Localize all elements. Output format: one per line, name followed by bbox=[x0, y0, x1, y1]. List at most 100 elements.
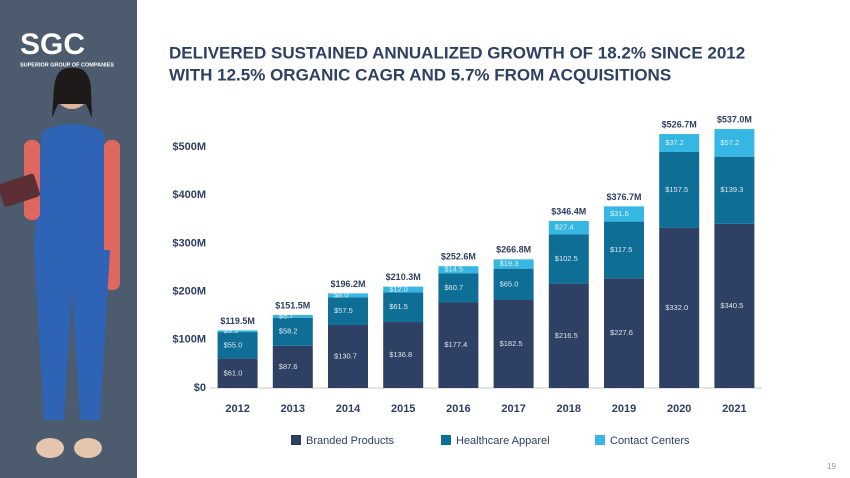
segment-label: $332.0 bbox=[665, 303, 688, 312]
bar-segment bbox=[604, 278, 644, 388]
bar-segment bbox=[604, 206, 644, 222]
segment-label: $340.5 bbox=[720, 301, 743, 310]
segment-label: $27.4 bbox=[555, 223, 574, 232]
segment-label: $14.5 bbox=[444, 265, 463, 274]
bar-segment bbox=[493, 300, 534, 388]
logo-subtitle: SUPERIOR GROUP OF COMPANIES bbox=[20, 62, 114, 68]
legend-label: Contact Centers bbox=[610, 435, 690, 447]
segment-label: $65.0 bbox=[500, 279, 519, 288]
y-tick-label: $200M bbox=[172, 285, 206, 297]
bar-segment bbox=[659, 151, 700, 228]
segment-label: $136.8 bbox=[389, 350, 412, 359]
bar-segment bbox=[217, 332, 258, 359]
legend-swatch bbox=[595, 435, 605, 445]
bar-segment bbox=[438, 302, 479, 388]
segment-label: $130.7 bbox=[334, 351, 357, 360]
y-tick-label: $500M bbox=[172, 141, 206, 153]
total-label: $526.7M bbox=[662, 119, 697, 129]
total-label: $266.8M bbox=[496, 245, 531, 255]
x-tick-label: 2012 bbox=[225, 403, 249, 415]
bar-segment bbox=[217, 330, 258, 333]
legend-swatch bbox=[441, 435, 451, 445]
segment-label: $87.6 bbox=[279, 362, 298, 371]
segment-label: $177.4 bbox=[444, 340, 467, 349]
y-tick-label: $300M bbox=[172, 237, 206, 249]
legend-label: Healthcare Apparel bbox=[456, 435, 550, 447]
segment-label: $37.2 bbox=[665, 138, 684, 147]
bar-segment bbox=[217, 358, 258, 388]
bar-segment bbox=[493, 259, 534, 269]
y-tick-label: $0 bbox=[194, 382, 206, 394]
bar-segment bbox=[328, 293, 368, 298]
bar-segment bbox=[438, 273, 479, 303]
legend-label: Branded Products bbox=[306, 435, 395, 447]
bar-segment bbox=[714, 223, 755, 388]
bar-segment bbox=[438, 266, 479, 274]
x-tick-label: 2019 bbox=[612, 403, 636, 415]
segment-label: $5.7 bbox=[279, 311, 294, 320]
segment-label: $58.2 bbox=[279, 327, 298, 336]
x-tick-label: 2021 bbox=[722, 403, 746, 415]
total-label: $252.6M bbox=[441, 252, 476, 262]
segment-label: $57.2 bbox=[720, 138, 739, 147]
logo: SGC bbox=[20, 28, 85, 61]
segment-label: $60.7 bbox=[444, 283, 463, 292]
segment-label: $117.5 bbox=[610, 245, 632, 254]
bar-segment bbox=[272, 317, 313, 346]
total-label: $376.7M bbox=[606, 192, 641, 202]
bar-segment bbox=[328, 297, 368, 325]
segment-label: $102.5 bbox=[555, 254, 578, 263]
segment-label: $157.5 bbox=[665, 185, 688, 194]
segment-label: $8.0 bbox=[334, 290, 349, 299]
bar-segment bbox=[383, 286, 424, 293]
bar-segment bbox=[659, 227, 700, 388]
bar-segment bbox=[714, 129, 755, 157]
bar-segment bbox=[548, 220, 589, 235]
segment-label: $12.0 bbox=[389, 284, 408, 293]
segment-label: $139.3 bbox=[720, 185, 743, 194]
segment-label: $61.5 bbox=[389, 302, 408, 311]
title-line: WITH 12.5% ORGANIC CAGR AND 5.7% FROM AC… bbox=[169, 65, 671, 84]
bar-segment bbox=[714, 156, 755, 224]
segment-label: $61.0 bbox=[224, 368, 243, 377]
title-line: DELIVERED SUSTAINED ANNUALIZED GROWTH OF… bbox=[169, 43, 745, 62]
bar-segment bbox=[604, 221, 644, 279]
y-tick-label: $400M bbox=[172, 189, 206, 201]
total-label: $537.0M bbox=[717, 114, 752, 124]
total-label: $210.3M bbox=[386, 272, 421, 282]
x-tick-label: 2017 bbox=[501, 403, 525, 415]
bar-segment bbox=[548, 234, 589, 284]
segment-label: $227.6 bbox=[610, 328, 633, 337]
segment-label: $216.5 bbox=[555, 331, 578, 340]
total-label: $119.5M bbox=[220, 316, 255, 326]
total-label: $346.4M bbox=[551, 206, 586, 216]
x-tick-label: 2020 bbox=[667, 403, 691, 415]
bar-segment bbox=[383, 292, 424, 323]
y-tick-label: $100M bbox=[172, 334, 206, 346]
x-tick-label: 2015 bbox=[391, 403, 415, 415]
segment-label: $182.5 bbox=[500, 339, 523, 348]
segment-label: $57.5 bbox=[334, 306, 353, 315]
segment-label: $55.0 bbox=[224, 340, 243, 349]
bar-segment bbox=[659, 134, 700, 152]
total-label: $196.2M bbox=[330, 279, 365, 289]
segment-label: $19.3 bbox=[500, 259, 519, 268]
bar-segment bbox=[328, 324, 368, 388]
bar-segment bbox=[272, 345, 313, 388]
legend-swatch bbox=[291, 435, 301, 445]
total-label: $151.5M bbox=[275, 300, 310, 310]
page-number: 19 bbox=[827, 462, 836, 471]
x-tick-label: 2018 bbox=[557, 403, 581, 415]
bar-segment bbox=[493, 268, 534, 301]
person bbox=[0, 67, 120, 458]
bar-segment bbox=[272, 314, 313, 318]
x-tick-label: 2013 bbox=[281, 403, 305, 415]
segment-label: $31.6 bbox=[610, 209, 629, 218]
bar-segment bbox=[548, 283, 589, 388]
x-tick-label: 2014 bbox=[336, 403, 361, 415]
bar-segment bbox=[383, 322, 424, 388]
segment-label: $3.5 bbox=[224, 326, 239, 335]
x-tick-label: 2016 bbox=[446, 403, 470, 415]
